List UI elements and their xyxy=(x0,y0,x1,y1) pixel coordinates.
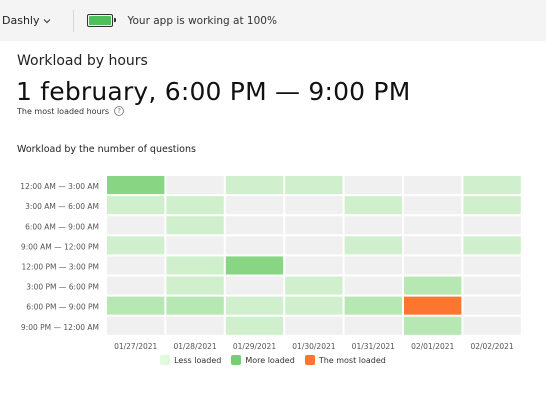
heatmap-cell[interactable] xyxy=(285,256,343,275)
heatmap-cell[interactable] xyxy=(166,216,224,235)
heatmap-cell[interactable] xyxy=(344,296,402,315)
heatmap-cell[interactable] xyxy=(225,216,284,235)
heatmap-cell[interactable] xyxy=(404,276,462,295)
heatmap-cell[interactable] xyxy=(225,316,284,335)
legend-label: Less loaded xyxy=(174,355,222,365)
row-label: 12:00 AM — 3:00 AM xyxy=(20,182,99,191)
heatmap-cell[interactable] xyxy=(404,176,462,195)
heatmap-cell[interactable] xyxy=(225,196,284,215)
subtitle-text: The most loaded hours xyxy=(17,106,110,116)
heatmap-cell[interactable] xyxy=(344,196,402,215)
heatmap-cell[interactable] xyxy=(344,316,402,335)
heatmap-cell[interactable] xyxy=(166,236,224,255)
legend-label: More loaded xyxy=(245,355,295,365)
heatmap-cell[interactable] xyxy=(107,256,165,275)
heatmap-cell[interactable] xyxy=(285,296,343,315)
heatmap-cell[interactable] xyxy=(344,216,402,235)
row-label: 3:00 PM — 6:00 PM xyxy=(26,283,99,292)
legend-swatch xyxy=(304,355,315,365)
heatmap-cell[interactable] xyxy=(463,216,521,235)
column-label: 02/02/2021 xyxy=(470,342,513,351)
heatmap-cell[interactable] xyxy=(107,216,165,235)
heatmap-cell[interactable] xyxy=(404,216,462,235)
heatmap-cell[interactable] xyxy=(404,196,462,215)
heatmap-cell[interactable] xyxy=(107,316,165,335)
heatmap-cell[interactable] xyxy=(463,276,521,295)
column-label: 01/27/2021 xyxy=(114,342,157,351)
heatmap-cell[interactable] xyxy=(463,196,521,215)
heatmap-cell[interactable] xyxy=(225,276,284,295)
row-label: 3:00 AM — 6:00 AM xyxy=(25,202,99,211)
heatmap-svg: 12:00 AM — 3:00 AM 3:00 AM — 6:00 AM 6:00 … xyxy=(20,176,521,351)
heatmap-cell[interactable] xyxy=(463,316,521,335)
topbar-divider xyxy=(73,9,75,32)
legend-label: The most loaded xyxy=(318,355,386,365)
heatmap-cell[interactable] xyxy=(107,296,165,315)
battery-icon xyxy=(87,14,117,27)
heatmap-cell[interactable] xyxy=(404,316,462,335)
heatmap-cell[interactable] xyxy=(166,196,224,215)
heatmap-cell[interactable] xyxy=(404,256,462,275)
heatmap-cell[interactable] xyxy=(463,236,521,255)
column-label: 01/31/2021 xyxy=(352,342,395,351)
heatmap-cell[interactable] xyxy=(285,196,343,215)
heatmap-cell[interactable] xyxy=(225,236,284,255)
row-label: 6:00 AM — 9:00 AM xyxy=(25,222,99,231)
heatmap-legend: Less loaded More loaded The most loaded xyxy=(0,355,546,365)
top-bar: Dashly Your app is working at 100% xyxy=(0,0,546,41)
column-label: 01/28/2021 xyxy=(173,342,216,351)
heatmap-cell[interactable] xyxy=(225,176,284,195)
battery-level-fill xyxy=(89,16,112,25)
heatmap-cell[interactable] xyxy=(107,196,165,215)
heatmap-cell[interactable] xyxy=(463,296,521,315)
row-label: 9:00 AM — 12:00 PM xyxy=(21,242,99,251)
heatmap-cell[interactable] xyxy=(285,316,343,335)
subtitle-row: The most loaded hours ? xyxy=(17,106,125,116)
workspace-name: Dashly xyxy=(2,14,40,27)
peak-time-heading: 1 february, 6:00 PM — 9:00 PM xyxy=(16,77,411,106)
legend-swatch xyxy=(160,355,171,365)
heatmap-cell[interactable] xyxy=(225,296,284,315)
heatmap-cell[interactable] xyxy=(404,236,462,255)
heatmap-cell[interactable] xyxy=(463,256,521,275)
heatmap-cell[interactable] xyxy=(166,256,224,275)
heatmap-cell[interactable] xyxy=(107,176,165,195)
row-label: 6:00 PM — 9:00 PM xyxy=(26,303,99,312)
heatmap-cell[interactable] xyxy=(285,276,343,295)
legend-item: The most loaded xyxy=(304,355,386,365)
chart-title: Workload by the number of questions xyxy=(17,144,196,155)
workload-panel: Workload by hours 1 february, 6:00 PM — … xyxy=(0,41,546,409)
heatmap-cell[interactable] xyxy=(344,236,402,255)
heatmap-cell[interactable] xyxy=(285,176,343,195)
heatmap-cell[interactable] xyxy=(285,216,343,235)
heatmap-cell[interactable] xyxy=(285,236,343,255)
heatmap-cell[interactable] xyxy=(166,316,224,335)
app-status-text: Your app is working at 100% xyxy=(127,14,277,27)
legend-item: Less loaded xyxy=(160,355,221,365)
heatmap-cell[interactable] xyxy=(166,176,224,195)
legend-swatch xyxy=(231,355,242,365)
workspace-dropdown[interactable]: Dashly xyxy=(2,14,51,27)
legend-item: More loaded xyxy=(231,355,295,365)
workload-heatmap: 12:00 AM — 3:00 AM 3:00 AM — 6:00 AM 6:00 … xyxy=(0,174,546,379)
heatmap-cell[interactable] xyxy=(107,276,165,295)
column-label: 02/01/2021 xyxy=(411,342,454,351)
help-icon[interactable]: ? xyxy=(114,106,125,116)
heatmap-cell[interactable] xyxy=(107,236,165,255)
heatmap-cell[interactable] xyxy=(225,256,284,275)
heatmap-cell[interactable] xyxy=(344,276,402,295)
chevron-down-icon xyxy=(44,18,51,23)
heatmap-cell[interactable] xyxy=(166,296,224,315)
heatmap-cell[interactable] xyxy=(463,176,521,195)
column-label: 01/30/2021 xyxy=(292,342,335,351)
heatmap-cell[interactable] xyxy=(404,296,462,315)
heatmap-cell[interactable] xyxy=(166,276,224,295)
panel-title: Workload by hours xyxy=(17,53,148,69)
row-label: 9:00 PM — 12:00 AM xyxy=(21,323,99,332)
heatmap-cell[interactable] xyxy=(344,176,402,195)
column-label: 01/29/2021 xyxy=(233,342,276,351)
heatmap-cell[interactable] xyxy=(344,256,402,275)
row-label: 12:00 PM — 3:00 PM xyxy=(22,262,99,271)
